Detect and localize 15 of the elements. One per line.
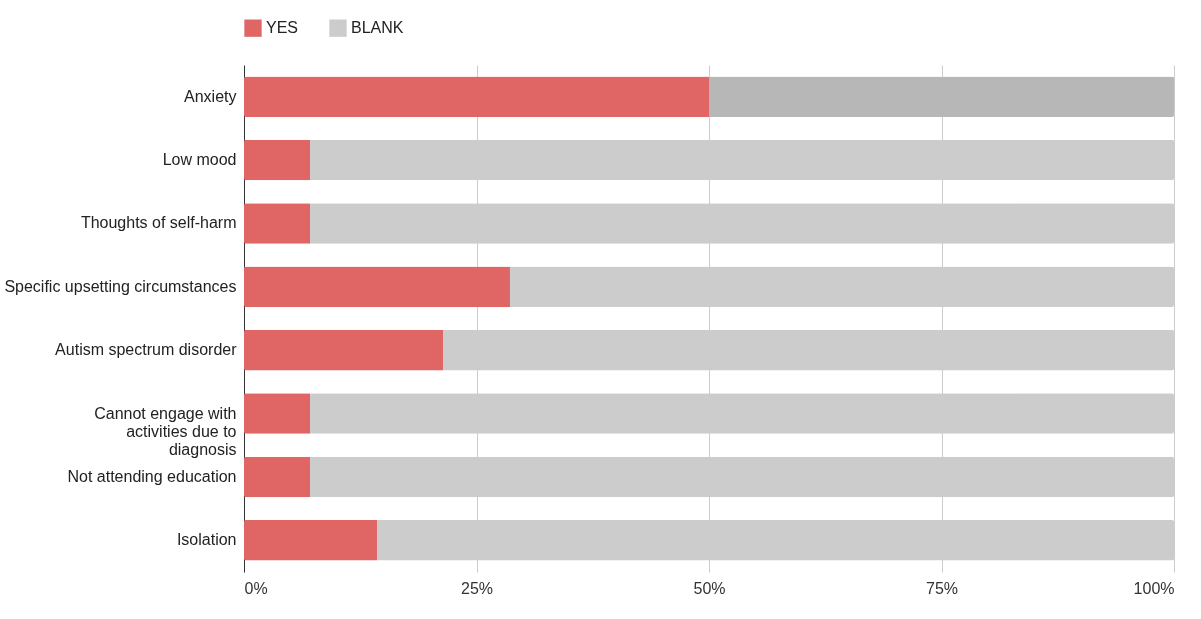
x-tick-label: 25% <box>460 579 494 597</box>
x-tick-label: 50% <box>693 579 726 597</box>
legend-label: BLANK <box>351 19 404 37</box>
y-tick-label: Low mood <box>162 151 237 169</box>
x-tick-label: 0% <box>244 579 268 597</box>
y-tick-label: Not attending education <box>67 467 237 485</box>
x-tick-label: 100% <box>1133 579 1175 597</box>
legend-label: YES <box>266 19 299 37</box>
x-tick-label: 75% <box>925 579 959 597</box>
y-tick-label: Isolation <box>176 531 237 549</box>
y-tick-label: Specific upsetting circumstances <box>4 277 237 295</box>
y-tick-label: Anxiety <box>184 87 237 105</box>
y-tick-label: Autism spectrum disorder <box>55 341 238 359</box>
y-tick-label: Thoughts of self-harm <box>80 214 237 232</box>
y-tick-label: Cannot engage with activities due to diagnosis <box>94 404 237 458</box>
